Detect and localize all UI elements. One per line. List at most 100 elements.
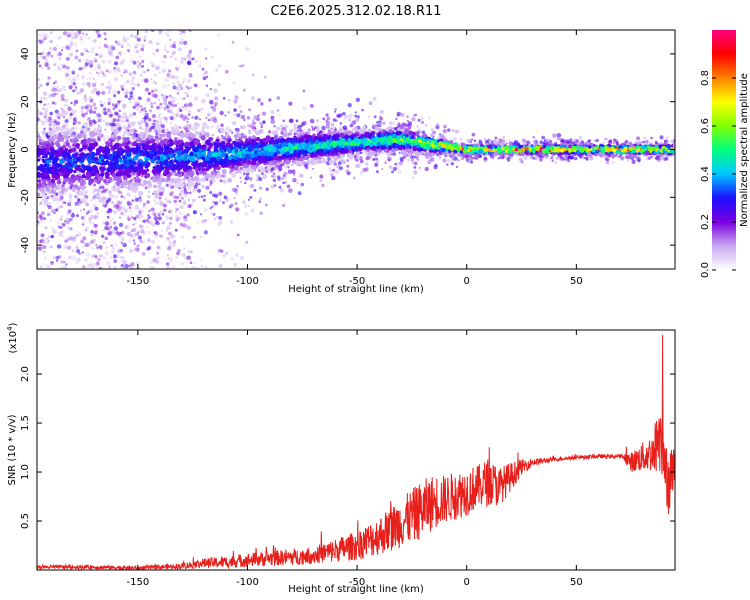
heat-point — [105, 257, 108, 261]
heat-point — [309, 104, 314, 108]
heat-point — [209, 207, 212, 210]
heat-point — [92, 102, 97, 107]
heat-point — [240, 114, 245, 120]
heat-point — [193, 261, 197, 265]
heat-point — [176, 251, 180, 256]
heat-point — [233, 196, 236, 200]
heat-point — [153, 213, 157, 217]
heat-point — [166, 266, 171, 269]
heat-point — [259, 211, 263, 215]
heat-point — [107, 101, 111, 106]
heat-point — [552, 133, 557, 138]
heat-point — [210, 125, 214, 129]
heat-point — [151, 89, 155, 93]
heat-point — [150, 105, 154, 109]
heat-point — [165, 183, 169, 187]
heat-point — [54, 60, 58, 64]
heat-point — [40, 220, 43, 223]
heat-point — [77, 232, 82, 237]
heat-point — [48, 106, 52, 109]
heat-point — [130, 262, 135, 267]
heat-point — [636, 136, 641, 141]
heat-point — [88, 218, 91, 221]
heat-point — [177, 137, 180, 140]
heat-point — [172, 103, 176, 108]
heat-point — [153, 231, 156, 234]
heat-point — [102, 189, 104, 192]
heat-point — [188, 102, 193, 107]
heat-point — [196, 221, 199, 224]
heat-point — [160, 121, 163, 125]
heat-point — [200, 107, 204, 111]
heat-point — [89, 109, 93, 114]
heat-point — [191, 57, 195, 61]
heat-point — [659, 135, 664, 140]
heat-point — [73, 34, 78, 39]
heat-point — [44, 33, 49, 38]
heat-point — [141, 43, 144, 46]
heat-point — [88, 96, 92, 99]
heat-point — [193, 83, 198, 88]
heat-point — [183, 34, 186, 37]
heat-point — [575, 139, 579, 143]
heat-point — [100, 82, 105, 86]
heat-point — [156, 42, 160, 46]
heat-point — [273, 184, 277, 187]
heat-point — [56, 44, 59, 47]
heat-point — [634, 141, 638, 144]
heat-point — [69, 199, 72, 203]
heat-point — [160, 93, 164, 97]
heat-point — [137, 214, 142, 220]
heat-point — [64, 201, 67, 204]
heat-point — [413, 166, 417, 169]
heat-point — [85, 58, 90, 63]
heat-point — [103, 179, 108, 184]
heat-point — [71, 256, 77, 261]
heat-point — [127, 217, 131, 221]
heat-point — [332, 168, 335, 171]
heat-point — [158, 71, 161, 74]
heat-point — [95, 30, 100, 34]
heat-point — [117, 248, 121, 253]
heat-point — [242, 200, 247, 205]
heat-point — [556, 133, 562, 138]
heat-point — [347, 103, 352, 108]
heat-point — [106, 215, 110, 219]
heat-point — [322, 130, 326, 134]
heat-point — [179, 108, 183, 113]
heat-point — [361, 108, 364, 112]
heat-point — [174, 123, 178, 128]
heat-point — [118, 109, 121, 113]
heat-point — [250, 96, 256, 101]
heat-point — [442, 158, 447, 163]
heat-point — [56, 244, 62, 249]
heat-point — [87, 36, 91, 40]
heat-point — [137, 235, 142, 240]
heat-point — [321, 125, 326, 131]
heat-point — [169, 216, 173, 220]
heat-point — [62, 116, 66, 119]
heat-point — [98, 254, 102, 258]
heat-point — [78, 67, 82, 71]
heat-point — [110, 219, 113, 222]
heat-point — [176, 81, 179, 83]
heat-point — [120, 241, 123, 244]
heat-point — [204, 265, 208, 269]
heat-point — [406, 115, 409, 118]
heat-point — [174, 203, 177, 207]
heat-point — [191, 266, 196, 269]
heat-point — [186, 54, 189, 57]
heat-point — [177, 83, 183, 88]
heat-point — [107, 51, 112, 55]
heat-point — [162, 60, 165, 64]
heat-point — [97, 257, 101, 262]
heat-point — [173, 195, 177, 199]
heat-point — [43, 111, 48, 116]
heat-point — [110, 256, 113, 259]
heat-point — [60, 206, 63, 209]
heat-point — [93, 107, 97, 111]
heat-point — [505, 142, 508, 145]
heat-point — [233, 108, 237, 112]
heat-point — [84, 62, 89, 67]
heat-point — [121, 87, 125, 91]
